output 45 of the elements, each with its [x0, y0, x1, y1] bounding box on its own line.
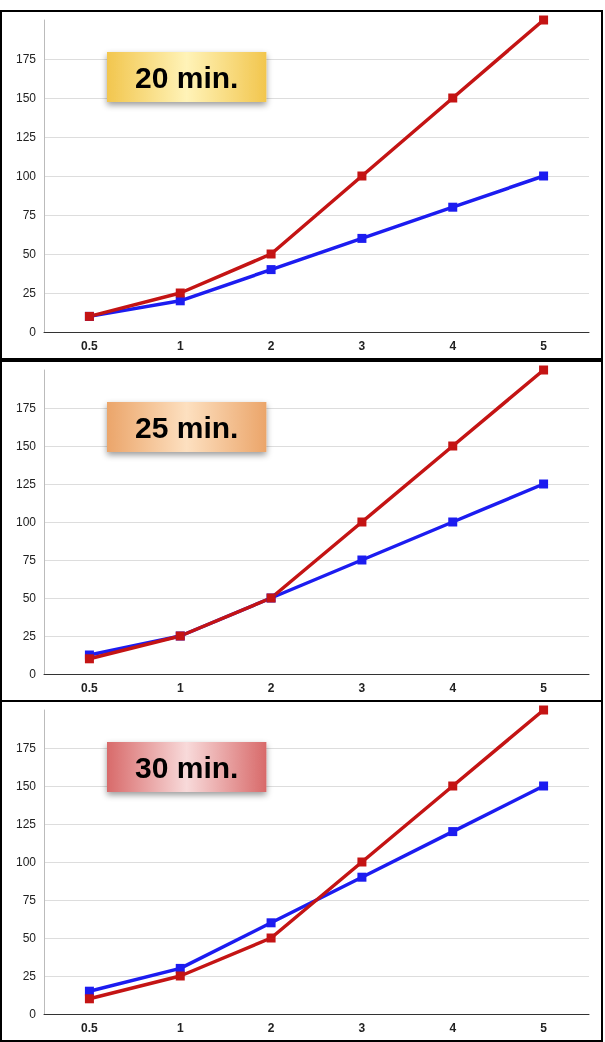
x-tick-label: 0.5: [81, 339, 99, 353]
x-tick-label: 4: [449, 681, 457, 695]
y-tick-label: 25: [22, 286, 37, 300]
x-tick-label: 1: [176, 681, 184, 695]
y-tick-label: 125: [15, 817, 37, 831]
y-tick-label: 100: [15, 169, 37, 183]
y-tick-label: 50: [22, 247, 37, 261]
y-tick-label: 175: [15, 741, 37, 755]
y-tick-label: 175: [15, 52, 37, 66]
x-tick-label: 5: [540, 1021, 548, 1035]
x-tick-label: 4: [449, 1021, 457, 1035]
x-tick-label: 1: [176, 339, 184, 353]
y-tick-label: 0: [29, 325, 37, 339]
x-tick-label: 5: [540, 681, 548, 695]
x-tick-label: 5: [540, 339, 548, 353]
y-tick-label: 0: [29, 1007, 37, 1021]
x-tick-label: 4: [449, 339, 457, 353]
x-tick-label: 0.5: [81, 681, 99, 695]
y-tick-label: 50: [22, 931, 37, 945]
y-tick-label: 125: [15, 130, 37, 144]
y-tick-label: 100: [15, 515, 37, 529]
y-tick-label: 150: [15, 91, 37, 105]
y-tick-label: 75: [22, 208, 37, 222]
y-tick-label: 150: [15, 439, 37, 453]
x-tick-label: 2: [267, 1021, 275, 1035]
x-tick-label: 3: [358, 1021, 366, 1035]
text: 30 min.: [135, 750, 239, 784]
y-tick-label: 75: [22, 553, 37, 567]
x-tick-label: 1: [176, 1021, 184, 1035]
y-tick-label: 75: [22, 893, 37, 907]
y-tick-label: 100: [15, 855, 37, 869]
y-tick-label: 50: [22, 591, 37, 605]
y-tick-label: 25: [22, 629, 37, 643]
y-tick-label: 175: [15, 401, 37, 415]
x-tick-label: 0.5: [81, 1021, 99, 1035]
y-tick-label: 150: [15, 779, 37, 793]
x-tick-label: 3: [358, 681, 366, 695]
x-tick-label: 2: [267, 339, 275, 353]
x-tick-label: 2: [267, 681, 275, 695]
text: 20 min.: [135, 60, 239, 94]
y-tick-label: 0: [29, 667, 37, 681]
x-tick-label: 3: [358, 339, 366, 353]
text: 25 min.: [135, 410, 239, 444]
y-tick-label: 125: [15, 477, 37, 491]
y-tick-label: 25: [22, 969, 37, 983]
